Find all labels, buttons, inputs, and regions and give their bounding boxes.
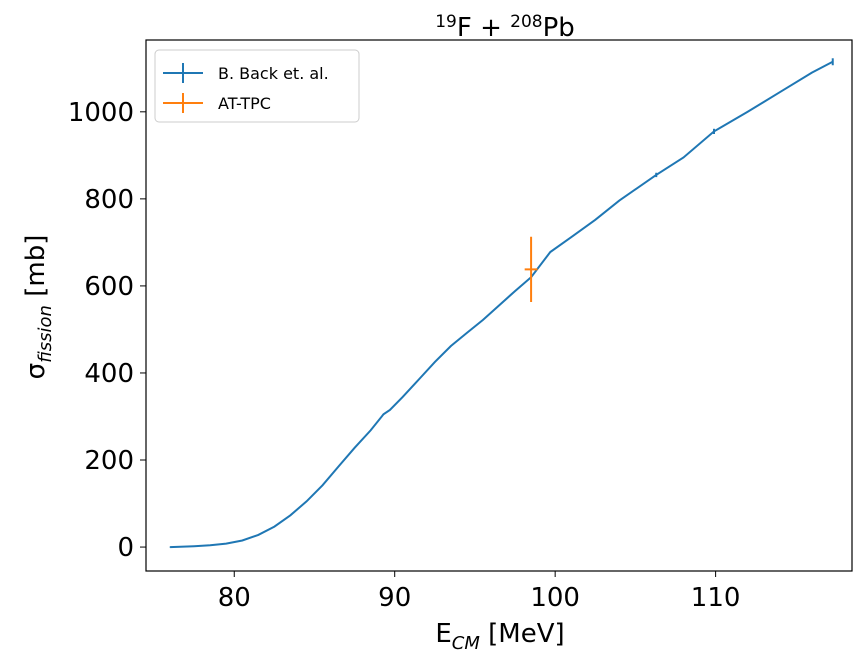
data-point-0-16 [418, 378, 420, 381]
data-point-0-30 [713, 130, 715, 133]
data-point-0-24 [549, 251, 551, 253]
data-point-0-4 [241, 539, 243, 542]
data-point-0-18 [450, 345, 452, 347]
data-point-0-1 [193, 545, 195, 547]
data-point-0-34 [832, 61, 834, 63]
data-point-0-8 [305, 500, 308, 502]
legend-label-0: B. Back et. al. [218, 64, 329, 83]
data-point-0-32 [779, 91, 781, 93]
data-point-0-26 [594, 219, 596, 221]
data-point-0-12 [370, 429, 372, 432]
data-point-0-9 [321, 484, 324, 486]
data-point-1-0 [530, 268, 532, 270]
x-tick-label-3: 110 [691, 583, 741, 613]
title-sup-1: 19 [435, 12, 457, 32]
data-point-0-31 [747, 111, 749, 113]
data-point-0-28 [655, 174, 657, 176]
data-point-0-22 [514, 290, 516, 292]
y-tick-label-5: 1000 [68, 98, 134, 128]
data-point-0-5 [257, 534, 259, 536]
data-point-0-2 [209, 544, 211, 546]
data-point-0-17 [434, 361, 436, 363]
data-point-0-19 [466, 332, 468, 334]
x-axis-label-sub: CM [452, 633, 481, 651]
y-tick-label-1: 200 [84, 446, 134, 476]
title-sup-2: 208 [510, 12, 542, 32]
y-axis-label: σfission [mb] [21, 235, 56, 380]
data-point-0-11 [353, 447, 356, 449]
data-point-0-14 [389, 409, 391, 411]
data-point-0-10 [337, 465, 340, 468]
y-tick-label-2: 400 [84, 359, 134, 389]
data-point-0-15 [402, 396, 404, 398]
data-point-0-21 [498, 304, 500, 307]
data-point-0-3 [225, 542, 227, 545]
y-tick-label-4: 800 [84, 185, 134, 215]
legend: B. Back et. al. AT-TPC [154, 49, 360, 123]
legend-frame [154, 49, 360, 123]
plot-area: 80 90 100 110 0 200 400 600 800 1000 [68, 39, 853, 613]
data-point-0-33 [811, 72, 813, 74]
data-point-0-6 [273, 526, 275, 528]
data-point-0-29 [682, 156, 685, 159]
y-tick-label-0: 0 [117, 533, 134, 563]
y-tick-label-3: 600 [84, 272, 134, 302]
x-axis-label: ECM [MeV] [435, 619, 564, 651]
data-point-0-0 [169, 546, 171, 548]
x-tick-label-0: 80 [218, 583, 251, 613]
data-point-0-13 [382, 413, 385, 415]
data-point-0-25 [570, 236, 572, 238]
data-point-0-27 [618, 200, 620, 202]
y-axis-label-sub: fission [35, 305, 56, 363]
series-line-0 [170, 60, 834, 549]
chart-title: 19F + 208Pb [435, 12, 575, 43]
data-point-0-20 [482, 319, 484, 321]
data-point-0-7 [289, 514, 292, 516]
x-tick-label-1: 90 [378, 583, 411, 613]
x-tick-label-2: 100 [530, 583, 580, 613]
legend-label-1: AT-TPC [218, 94, 271, 113]
axes-frame [145, 39, 853, 572]
